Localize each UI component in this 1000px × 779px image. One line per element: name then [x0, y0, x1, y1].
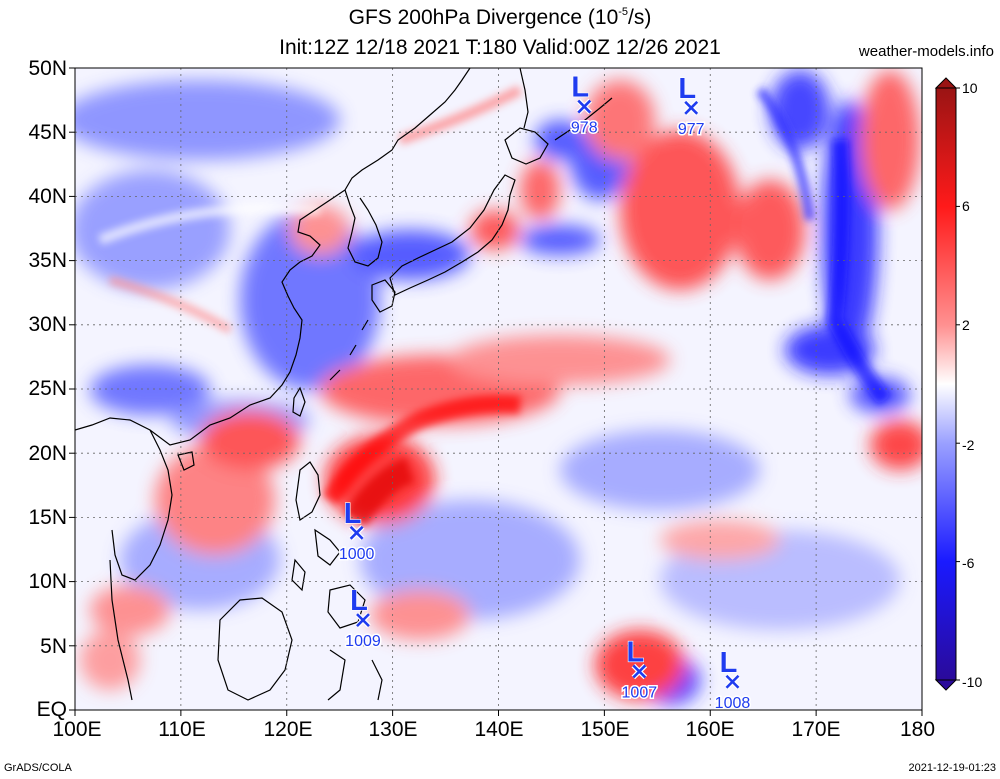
colorbar-label: -10 [962, 674, 983, 690]
low-pressure-value: 1007 [622, 684, 658, 701]
generation-timestamp: 2021-12-19-01:23 [908, 762, 996, 774]
colorbar-top-arrow [934, 77, 958, 89]
colorbar-label: 6 [962, 198, 970, 214]
colorbar-label: 2 [962, 317, 970, 333]
lon-label: 130E [368, 718, 418, 741]
lat-label: 35N [28, 249, 67, 272]
low-letter: L [626, 636, 644, 668]
lat-label: 40N [28, 185, 67, 208]
pressure-low: L 1000 [337, 497, 376, 564]
lon-label: 160E [685, 718, 735, 741]
pressure-low: L 1007 [620, 636, 659, 703]
lat-label: 30N [28, 313, 67, 336]
colorbar-bottom-arrow [934, 679, 958, 691]
pressure-low: L 977 [676, 72, 706, 139]
lat-label: 50N [28, 57, 67, 80]
lon-label: 110E [158, 718, 206, 741]
lat-label: 45N [28, 121, 67, 144]
lat-label: EQ [36, 698, 67, 721]
colorbar [934, 77, 960, 691]
lat-label: 5N [40, 635, 67, 658]
low-pressure-value: 1000 [339, 546, 375, 563]
lon-label: 170E [791, 718, 841, 741]
colorbar-label: -6 [962, 555, 975, 571]
low-pressure-value: 978 [571, 120, 598, 137]
pressure-lows: L 978 L 977 L 1000 L 1009 L 1007 L 1008 [337, 71, 752, 713]
low-letter: L [678, 73, 696, 105]
software-credit: GrADS/COLA [4, 762, 72, 774]
gridlines [75, 68, 922, 710]
lat-label: 20N [28, 442, 67, 465]
map-title: GFS 200hPa Divergence (10-5/s) [0, 6, 1000, 30]
low-letter: L [344, 498, 362, 530]
low-pressure-value: 1008 [715, 695, 751, 712]
lat-label: 25N [28, 377, 67, 400]
lon-label: 150E [580, 718, 630, 741]
title-exponent: -5 [618, 6, 629, 18]
axis-ticks [69, 67, 923, 716]
lon-label: 100E [52, 718, 102, 741]
pressure-low: L 1008 [713, 646, 752, 713]
site-credit: weather-models.info [858, 43, 994, 60]
low-letter: L [571, 72, 589, 104]
lon-label: 180 [900, 718, 936, 741]
colorbar-label: -2 [962, 437, 975, 453]
title-text: GFS 200hPa Divergence (10 [348, 6, 619, 29]
pressure-low: L 978 [569, 71, 599, 138]
coastlines [75, 68, 613, 701]
lat-label: 15N [28, 506, 67, 529]
low-letter: L [720, 647, 738, 679]
low-pressure-value: 1009 [345, 633, 381, 650]
lat-label: 10N [28, 570, 67, 593]
colorbar-ramp [935, 87, 957, 681]
title-units: /s) [628, 6, 652, 29]
map-subtitle: Init:12Z 12/18 2021 T:180 Valid:00Z 12/2… [279, 36, 721, 59]
low-letter: L [350, 585, 368, 617]
lon-label: 120E [263, 718, 313, 741]
lon-label: 140E [474, 718, 524, 741]
pressure-low: L 1009 [344, 585, 383, 652]
colorbar-label: 10 [962, 80, 978, 96]
divergence-field [75, 68, 922, 710]
low-pressure-value: 977 [678, 121, 705, 138]
